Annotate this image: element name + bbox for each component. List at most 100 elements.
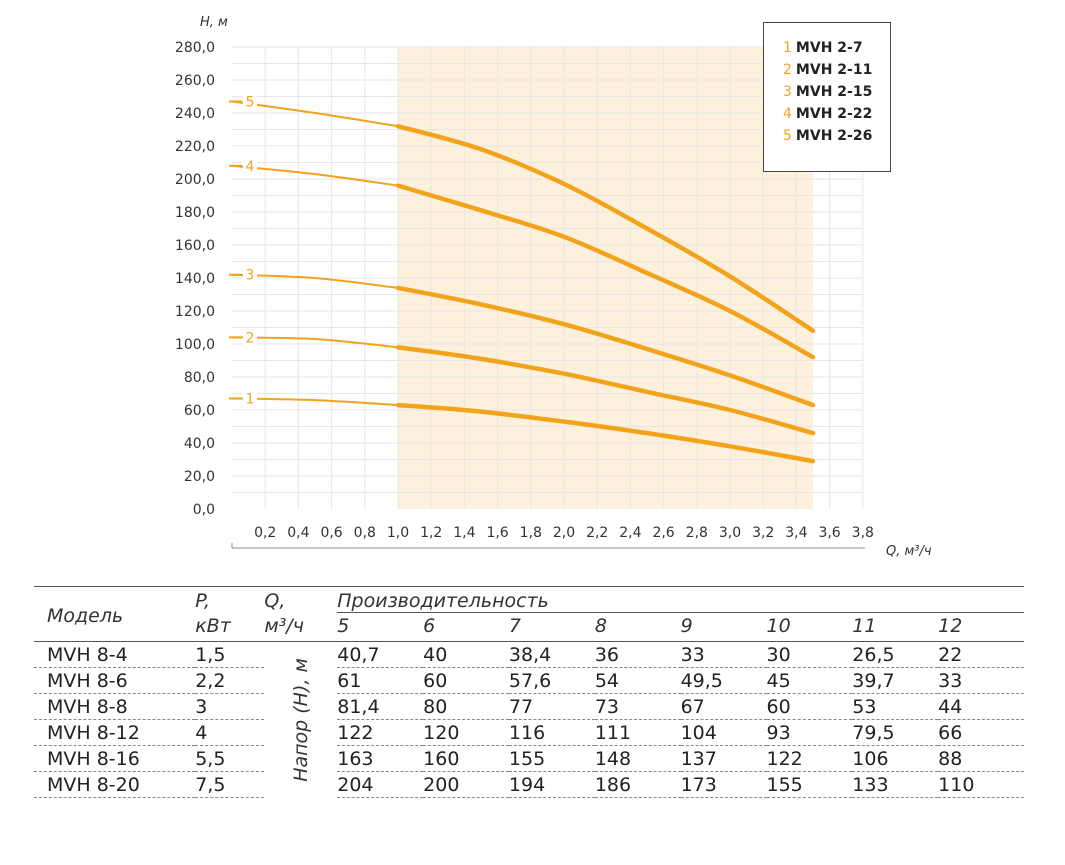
y-tick-label: 40,0	[184, 436, 215, 452]
cell-head-value: 54	[594, 667, 681, 694]
pump-curve-chart: 0,0 20,0 40,0 60,0 80,0 100,0 120,0 140,0 160,0 1…	[175, 15, 932, 559]
x-tick-label: 2,6	[652, 525, 674, 541]
x-tick-label: 0,8	[354, 525, 376, 541]
table-header-row-1: Модель P, Q, Производительность	[34, 586, 1024, 641]
x-tick-label: 3,6	[818, 525, 840, 541]
table-row: MVH 8-4 1,5 Напор (H), м 40,7 40 38,4 36 33 30 26…	[34, 642, 1024, 782]
header-flow-value: 6	[423, 615, 436, 637]
cell-model: MVH 8-20	[34, 771, 196, 798]
cell-head-value: 38,4	[508, 643, 552, 666]
cell-head-value: 60	[766, 693, 853, 720]
cell-head-value: 79,5	[852, 719, 939, 746]
header-performance: Производительность	[337, 586, 1024, 613]
cell-head-value: 30	[766, 643, 791, 666]
cell-power: 7,5	[195, 771, 265, 798]
cell-head-value: 77	[508, 693, 595, 720]
x-tick-label: 1,8	[520, 525, 542, 541]
legend-item-4: 4 MVH 2-22	[783, 106, 873, 122]
cell-model: MVH 8-8	[34, 693, 196, 720]
cell-head-value: 60	[423, 667, 509, 694]
header-flow: Q,	[264, 586, 338, 613]
cell-head-value: 53	[852, 693, 939, 720]
cell-head-value: 200	[423, 771, 509, 798]
y-tick-label: 200,0	[175, 172, 215, 188]
y-tick-label: 20,0	[184, 469, 215, 485]
header-flow-value: 12	[938, 615, 963, 637]
cell-head-value: 66	[938, 719, 1024, 746]
cell-head-value: 110	[938, 771, 1024, 798]
cell-head-value: 61	[337, 667, 424, 694]
cell-head-value: 106	[852, 745, 939, 772]
cell-head-value: 45	[766, 667, 853, 694]
cell-head-value: 44	[938, 693, 1024, 720]
cell-head-value: 122	[766, 745, 853, 772]
y-tick-label: 220,0	[175, 139, 215, 155]
cell-head-value: 73	[594, 693, 681, 720]
cell-head-value: 155	[508, 745, 595, 772]
x-tick-label: 3,8	[852, 525, 874, 541]
performance-table-wrap: Модель P, Q, Производительность кВт м³/ч…	[34, 586, 1024, 798]
curve-label-bg	[243, 328, 257, 346]
cell-power: 1,5	[195, 643, 226, 666]
header-separator	[34, 641, 1024, 642]
legend-item-3: 3 MVH 2-15	[783, 84, 873, 100]
table-row: MVH 8-8 3 81,4 80 77 73 67 60 53 44	[34, 693, 1024, 720]
x-tick-label: 1,0	[387, 525, 409, 541]
curve-label: 2	[246, 330, 255, 346]
table-row: MVH 8-12 4 122 120 116 111 104 93 79,5 66	[34, 719, 1024, 746]
curve-label: 1	[246, 391, 255, 407]
x-tick-label: 2,0	[553, 525, 575, 541]
curve-label-bg	[243, 156, 257, 174]
y-tick-label: 240,0	[175, 106, 215, 122]
x-tick-label: 2,4	[619, 525, 641, 541]
table-body: MVH 8-4 1,5 Напор (H), м 40,7 40 38,4 36 33 30 26…	[34, 642, 1024, 798]
cell-head-value: 104	[680, 719, 767, 746]
cell-model: MVH 8-16	[34, 745, 196, 772]
header-flow-value: 5	[337, 615, 350, 637]
header-power-unit: кВт	[195, 614, 231, 637]
cell-model: MVH 8-4	[47, 643, 128, 666]
chart-legend: 1 MVH 2-7 2 MVH 2-11 3 MVH 2-15 4 MVH 2-22 5…	[763, 22, 891, 172]
table-row: MVH 8-20 7,5 204 200 194 186 173 155 133 110	[34, 771, 1024, 798]
cell-head-value: 93	[766, 719, 853, 746]
x-axis-title: Q, м³/ч	[886, 544, 932, 559]
cell-head-value: 116	[508, 719, 595, 746]
cell-head-value: 173	[680, 771, 767, 798]
cell-power: 3	[195, 693, 265, 720]
cell-head-value: 186	[594, 771, 681, 798]
cell-head-value: 122	[337, 719, 424, 746]
cell-head-value: 194	[508, 771, 595, 798]
x-tick-label: 1,4	[453, 525, 475, 541]
y-tick-label: 160,0	[175, 238, 215, 254]
curve-label: 5	[246, 94, 255, 110]
x-tick-label: 2,8	[686, 525, 708, 541]
x-tick-label: 3,0	[719, 525, 741, 541]
curve-4-thick	[395, 183, 816, 360]
cell-power: 4	[195, 719, 265, 746]
y-tick-label: 0,0	[193, 502, 215, 518]
table-row: MVH 8-16 5,5 163 160 155 148 137 122 106 88	[34, 745, 1024, 772]
cell-head-value: 111	[594, 719, 681, 746]
cell-model: MVH 8-6	[34, 667, 196, 694]
performance-table: Модель P, Q, Производительность кВт м³/ч…	[34, 586, 1024, 798]
curve-2-thick	[395, 345, 816, 436]
cell-head-value: 163	[337, 745, 424, 772]
cell-head-value: 36	[594, 643, 620, 666]
cell-head-value: 120	[423, 719, 509, 746]
cell-head-value: 160	[423, 745, 509, 772]
cell-head-value: 148	[594, 745, 681, 772]
x-tick-label: 0,6	[320, 525, 342, 541]
x-tick-label: 0,2	[254, 525, 276, 541]
x-tick-label: 1,6	[486, 525, 508, 541]
x-tick-label: 3,2	[752, 525, 774, 541]
cell-head-value: 40	[423, 643, 448, 666]
x-tick-label: 3,4	[785, 525, 807, 541]
header-flow-unit: м³/ч	[264, 614, 304, 637]
cell-head-value: 22	[938, 643, 963, 666]
cell-head-value: 26,5	[852, 643, 895, 666]
curve-5-thick	[395, 123, 816, 334]
table-row: MVH 8-6 2,2 61 60 57,6 54 49,5 45 39,7 33	[34, 667, 1024, 694]
curve-label-bg	[243, 265, 257, 283]
cell-head-value: 33	[680, 643, 705, 666]
curve-label-bg	[243, 389, 257, 407]
